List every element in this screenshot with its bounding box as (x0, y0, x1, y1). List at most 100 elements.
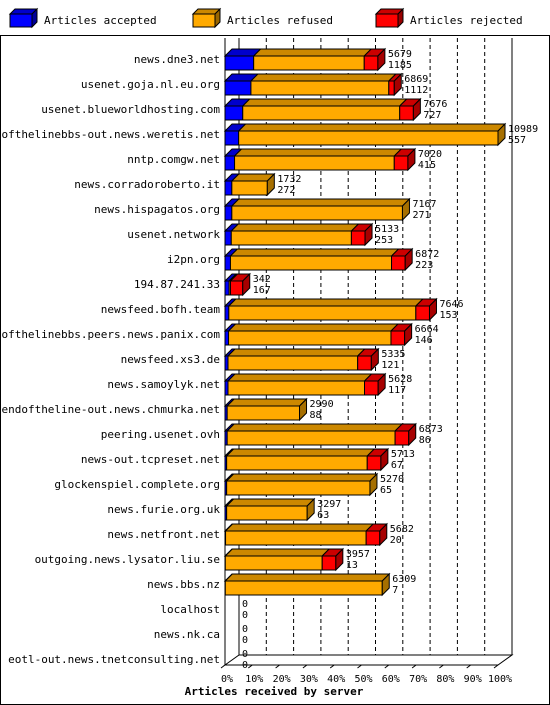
value-label-bottom-2: 727 (423, 110, 441, 121)
x-axis-title: Articles received by server (185, 685, 364, 698)
bar-13-seg-1 (227, 380, 366, 396)
bar-top-6-seg-1 (230, 198, 411, 207)
bar-18-seg-1 (226, 505, 308, 521)
bar-side-15 (408, 422, 417, 447)
value-label-top-24: 0 (242, 649, 248, 660)
x-tick-10 (493, 664, 499, 669)
x-tick-2 (275, 664, 280, 669)
row-label-1: usenet.goja.nl.eu.org (81, 78, 220, 91)
row-label-23: news.nk.ca (154, 628, 220, 641)
value-label-bottom-11: 146 (415, 335, 433, 346)
row-label-17: glockenspiel.complete.org (54, 478, 220, 491)
bar-7-seg-1 (230, 230, 352, 246)
bar-top-20-seg-1 (224, 548, 331, 557)
value-label-bottom-10: 153 (439, 310, 457, 321)
bar-1-seg-1 (250, 80, 390, 96)
value-label-top-21: 6309 (392, 574, 416, 585)
bar-10-seg-1 (228, 305, 417, 321)
row-label-11: endofthelinebbs.peers.news.panix.com (0, 328, 220, 341)
value-label-top-7: 5133 (375, 224, 399, 235)
value-label-bottom-12: 121 (381, 360, 399, 371)
bar-2-seg-0 (224, 105, 244, 121)
bar-15-seg-2 (394, 430, 410, 446)
row-label-9: 194.87.241.33 (134, 278, 220, 291)
bar-top-19-seg-1 (224, 523, 375, 532)
legend-label-1: Articles refused (227, 14, 333, 27)
value-label-bottom-16: 67 (391, 460, 403, 471)
row-label-16: news-out.tcpreset.net (81, 453, 220, 466)
bar-side-8 (404, 247, 413, 272)
bar-top-4-seg-1 (233, 148, 403, 157)
bar-top-11-seg-1 (227, 323, 400, 332)
x-tick-label-7: 70% (409, 674, 427, 685)
value-label-bottom-5: 272 (277, 185, 295, 196)
bar-9-seg-0 (224, 280, 230, 296)
value-label-top-5: 1732 (277, 174, 301, 185)
row-label-19: news.netfront.net (107, 528, 220, 541)
value-label-top-23: 0 (242, 624, 248, 635)
row-label-3: endofthelinebbs-out.news.weretis.net (0, 128, 220, 141)
value-label-top-1: 6869 (404, 74, 428, 85)
bar-10-seg-2 (415, 305, 430, 321)
value-label-top-19: 5682 (390, 524, 414, 535)
bar-side-16 (380, 447, 389, 472)
bar-11-seg-2 (390, 330, 406, 346)
row-label-22: localhost (160, 603, 220, 616)
bar-side-5 (266, 172, 275, 197)
x-tick-label-8: 80% (436, 674, 454, 685)
legend-swatch-2 (375, 13, 399, 28)
value-label-bottom-18: 63 (317, 510, 329, 521)
x-tick-8 (439, 664, 444, 669)
legend-swatch-side-0 (31, 7, 38, 29)
bar-19-seg-1 (225, 530, 367, 546)
x-tick-3 (302, 664, 308, 669)
bar-8-seg-1 (229, 255, 393, 271)
bar-20-seg-1 (224, 555, 323, 571)
bar-9-seg-2 (229, 280, 244, 296)
row-label-5: news.corradoroberto.it (74, 178, 220, 191)
bar-top-2-seg-1 (241, 98, 408, 107)
bar-1-seg-0 (224, 80, 252, 96)
row-label-2: usenet.blueworldhosting.com (41, 103, 220, 116)
bar-side-7 (364, 222, 373, 247)
row-label-13: news.samoylyk.net (107, 378, 220, 391)
bar-12-seg-1 (227, 355, 359, 371)
legend-label-0: Articles accepted (44, 14, 157, 27)
row-label-6: news.hispagatos.org (94, 203, 220, 216)
row-label-14: endoftheline-out.news.chmurka.net (1, 403, 220, 416)
value-label-bottom-9: 167 (253, 285, 271, 296)
legend-label-2: Articles rejected (410, 14, 523, 27)
x-tick-7 (411, 664, 417, 669)
bar-8-seg-0 (224, 255, 231, 271)
bar-7-seg-0 (224, 230, 232, 246)
bar-top-18-seg-1 (225, 498, 316, 507)
value-label-bottom-4: 415 (418, 160, 436, 171)
value-label-top-10: 7646 (439, 299, 463, 310)
row-label-8: i2pn.org (167, 253, 220, 266)
value-label-top-2: 7676 (423, 99, 447, 110)
value-label-bottom-20: 13 (346, 560, 358, 571)
bar-1-seg-2 (388, 80, 395, 96)
bar-0-seg-1 (253, 55, 365, 71)
value-label-top-17: 5270 (380, 474, 404, 485)
bar-side-4 (407, 147, 416, 172)
value-label-top-12: 5335 (381, 349, 405, 360)
value-label-bottom-13: 117 (388, 385, 406, 396)
bar-side-18 (306, 497, 315, 522)
value-label-top-20: 3957 (346, 549, 370, 560)
bar-7-seg-2 (350, 230, 366, 246)
value-label-top-14: 2990 (310, 399, 334, 410)
bar-10-seg-0 (224, 305, 230, 321)
value-label-top-16: 5713 (391, 449, 415, 460)
value-label-bottom-15: 86 (419, 435, 431, 446)
row-label-12: newsfeed.xs3.de (121, 353, 220, 366)
bar-side-20 (335, 547, 344, 572)
legend-swatch-0 (9, 13, 33, 28)
bar-16-seg-2 (366, 455, 382, 471)
bar-6-seg-0 (224, 205, 233, 221)
x-tick-label-3: 30% (300, 674, 318, 685)
bar-2-seg-1 (242, 105, 401, 121)
x-tick-1 (248, 664, 253, 669)
bar-13-seg-2 (364, 380, 379, 396)
bar-top-8-seg-1 (229, 248, 400, 257)
